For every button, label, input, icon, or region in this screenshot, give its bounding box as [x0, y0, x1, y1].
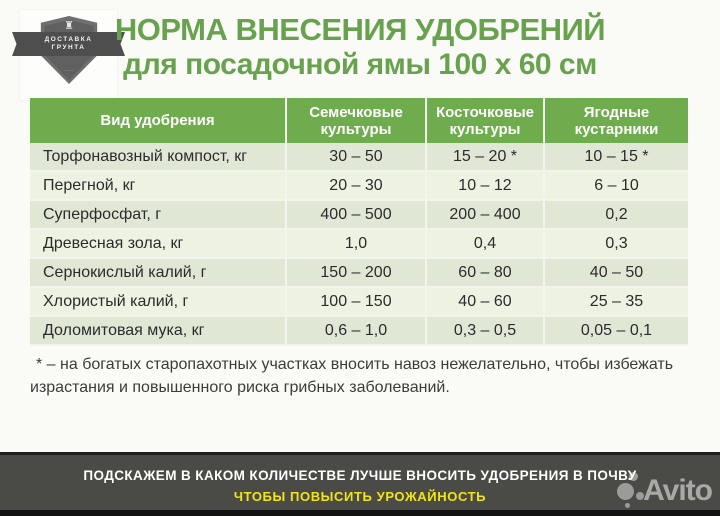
cell-value: 30 – 50	[287, 143, 427, 172]
table-row: Суперфосфат, г 400 – 500 200 – 400 0,2	[30, 201, 688, 230]
cell-value: 1,0	[287, 230, 427, 259]
cell-fertilizer-name: Суперфосфат, г	[30, 201, 287, 230]
cell-fertilizer-name: Перегной, кг	[30, 172, 287, 201]
cell-value: 0,05 – 0,1	[545, 317, 688, 346]
promo-banner: ПОДСКАЖЕМ В КАКОМ КОЛИЧЕСТВЕ ЛУЧШЕ ВНОСИ…	[0, 452, 720, 516]
shield-subline: ·····	[63, 68, 75, 74]
cell-value: 200 – 400	[427, 201, 545, 230]
cell-value: 40 – 60	[427, 288, 545, 317]
cell-value: 6 – 10	[545, 172, 688, 201]
avito-logo-dot	[617, 483, 634, 500]
cell-fertilizer-name: Сернокислый калий, г	[30, 259, 287, 288]
col-header-berry-shrubs: Ягодные кустарники	[545, 98, 688, 143]
logo-text-line2: ГРУНТА	[51, 44, 86, 51]
table-row: Древесная зола, кг 1,0 0,4 0,3	[30, 230, 688, 259]
table-row: Торфонавозный компост, кг 30 – 50 15 – 2…	[30, 143, 688, 172]
avito-watermark: Avito	[617, 470, 713, 510]
cell-value: 400 – 500	[287, 201, 427, 230]
banner-text-line1: ПОДСКАЖЕМ В КАКОМ КОЛИЧЕСТВЕ ЛУЧШЕ ВНОСИ…	[83, 468, 637, 483]
cell-value: 150 – 200	[287, 259, 427, 288]
fertilizer-table: Вид удобрения Семечковые культуры Косточ…	[30, 98, 688, 346]
banner-text-line2: ЧТОБЫ ПОВЫСИТЬ УРОЖАЙНОСТЬ	[233, 489, 487, 504]
avito-logo-dot	[636, 492, 644, 500]
table-row: Доломитовая мука, кг 0,6 – 1,0 0,3 – 0,5…	[30, 317, 688, 346]
cell-value: 60 – 80	[427, 259, 545, 288]
rook-icon: ♜	[64, 20, 74, 32]
title-line1: НОРМА ВНЕСЕНИЯ УДОБРЕНИЙ	[114, 12, 606, 47]
cell-value: 0,6 – 1,0	[287, 317, 427, 346]
cell-value: 100 – 150	[287, 288, 427, 317]
col-header-pome-crops: Семечковые культуры	[287, 98, 427, 143]
table-row: Сернокислый калий, г 150 – 200 60 – 80 4…	[30, 259, 688, 288]
cell-value: 0,4	[427, 230, 545, 259]
cell-value: 15 – 20 *	[427, 143, 545, 172]
page-title: НОРМА ВНЕСЕНИЯ УДОБРЕНИЙ для посадочной …	[0, 13, 720, 82]
logo-text-line1: ДОСТАВКА	[44, 36, 93, 43]
banner-bottom-strip	[0, 510, 720, 516]
cell-value: 10 – 12	[427, 172, 545, 201]
delivery-logo-card: ♜ ····· ДОСТАВКА ГРУНТА	[12, 10, 125, 100]
table-header-row: Вид удобрения Семечковые культуры Косточ…	[30, 98, 688, 143]
cell-value: 0,2	[545, 201, 688, 230]
cell-value: 0,3 – 0,5	[427, 317, 545, 346]
cell-value: 10 – 15 *	[545, 143, 688, 172]
table-footnote: * – на богатых старопахотных участках вн…	[30, 353, 698, 399]
cell-value: 25 – 35	[545, 288, 688, 317]
avito-watermark-text: Avito	[643, 474, 713, 507]
avito-logo-dot	[629, 472, 638, 481]
col-header-fertilizer-type: Вид удобрения	[30, 98, 287, 143]
cell-fertilizer-name: Хлористый калий, г	[30, 288, 287, 317]
footnote-line2: израстания и повышенного риска грибных з…	[30, 379, 450, 396]
cell-fertilizer-name: Древесная зола, кг	[30, 230, 287, 259]
avito-logo-dot	[625, 503, 630, 508]
title-line2: для посадочной ямы 100 х 60 см	[123, 48, 597, 81]
logo-ribbon: ДОСТАВКА ГРУНТА	[12, 32, 125, 56]
cell-value: 0,3	[545, 230, 688, 259]
footnote-line1: * – на богатых старопахотных участках вн…	[36, 356, 674, 373]
table-row: Перегной, кг 20 – 30 10 – 12 6 – 10	[30, 172, 688, 201]
table-row: Хлористый калий, г 100 – 150 40 – 60 25 …	[30, 288, 688, 317]
cell-value: 20 – 30	[287, 172, 427, 201]
cell-value: 40 – 50	[545, 259, 688, 288]
cell-fertilizer-name: Торфонавозный компост, кг	[30, 143, 287, 172]
cell-fertilizer-name: Доломитовая мука, кг	[30, 317, 287, 346]
col-header-stone-crops: Косточковые культуры	[427, 98, 545, 143]
